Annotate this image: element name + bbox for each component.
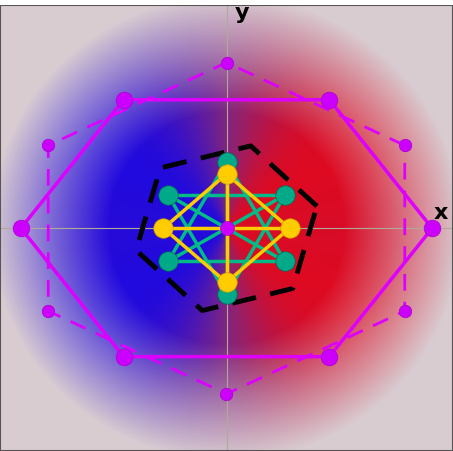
Text: x: x <box>434 202 448 222</box>
Text: y: y <box>234 3 249 23</box>
